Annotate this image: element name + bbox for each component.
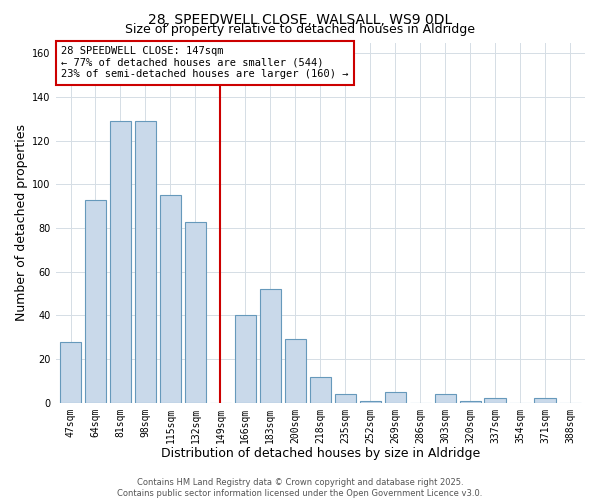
Bar (235, 316, 256, 402)
Bar (60, 342, 81, 402)
Bar (135, 121, 156, 402)
Text: 28 SPEEDWELL CLOSE: 147sqm
← 77% of detached houses are smaller (544)
23% of sem: 28 SPEEDWELL CLOSE: 147sqm ← 77% of deta… (61, 46, 349, 80)
Text: 28, SPEEDWELL CLOSE, WALSALL, WS9 0DL: 28, SPEEDWELL CLOSE, WALSALL, WS9 0DL (148, 12, 452, 26)
Bar (85, 200, 106, 402)
Bar (160, 196, 181, 402)
Bar (359, 400, 381, 402)
Bar (484, 398, 506, 402)
Bar (284, 340, 306, 402)
Bar (385, 392, 406, 402)
Bar (185, 222, 206, 402)
Bar (110, 121, 131, 402)
Bar (434, 394, 456, 402)
Bar (335, 394, 356, 402)
Text: Contains HM Land Registry data © Crown copyright and database right 2025.
Contai: Contains HM Land Registry data © Crown c… (118, 478, 482, 498)
Text: Size of property relative to detached houses in Aldridge: Size of property relative to detached ho… (125, 22, 475, 36)
X-axis label: Distribution of detached houses by size in Aldridge: Distribution of detached houses by size … (161, 447, 480, 460)
Bar (310, 376, 331, 402)
Bar (260, 289, 281, 403)
Bar (535, 398, 556, 402)
Bar (460, 400, 481, 402)
Y-axis label: Number of detached properties: Number of detached properties (15, 124, 28, 321)
